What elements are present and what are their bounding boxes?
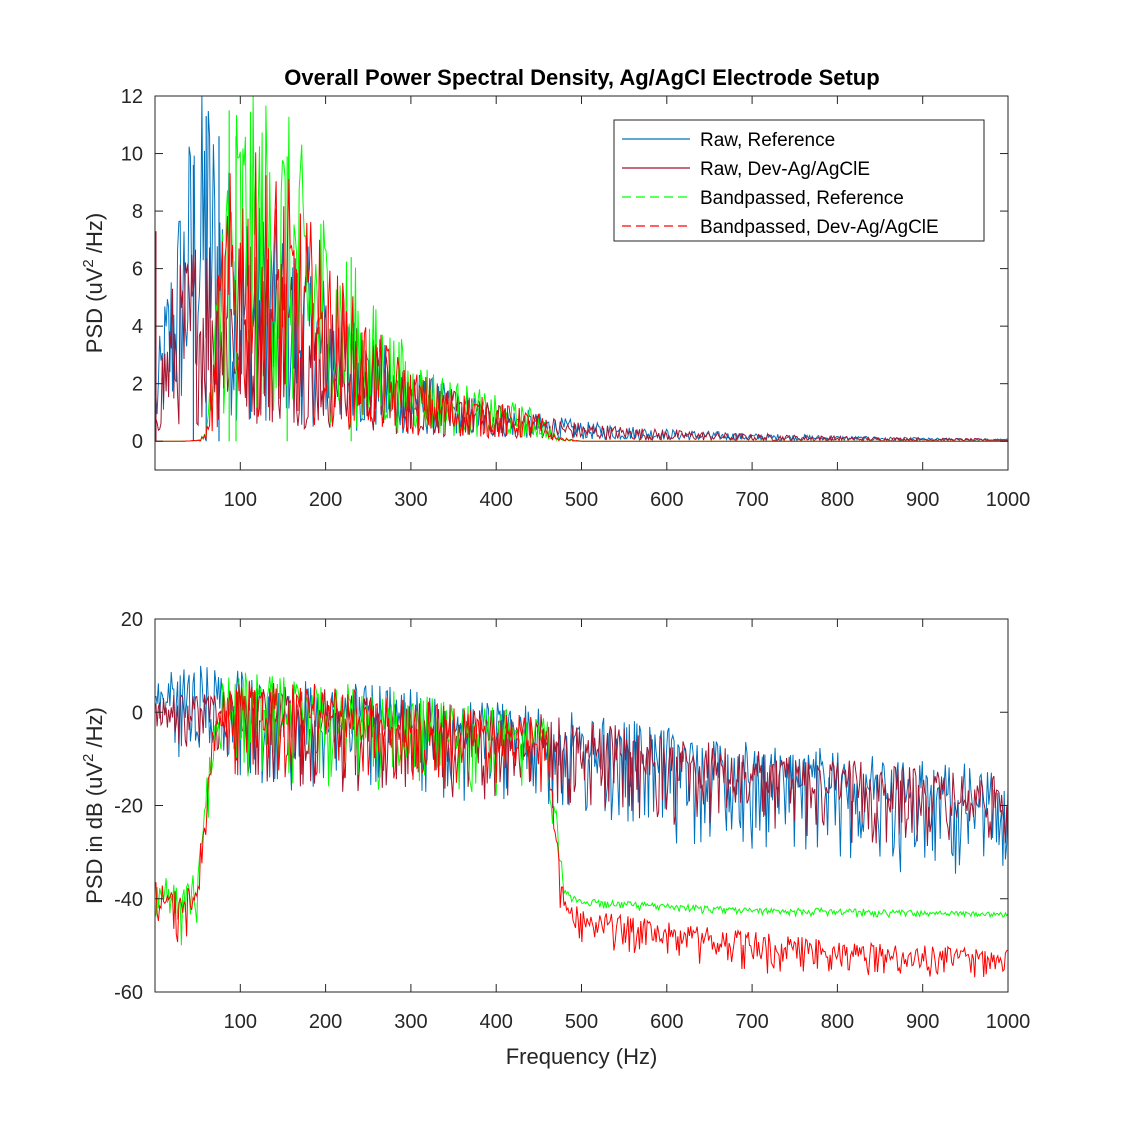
x-tick-label: 100 [224,489,257,511]
series-trace-4 [155,152,1008,442]
series-trace-2 [155,238,1009,443]
x-tick-label: 100 [224,1011,257,1033]
x-tick-label: 400 [480,1011,513,1033]
top-axes-data-traces [155,95,1009,443]
y-tick-label: 12 [121,86,143,108]
y-tick-label: -60 [114,982,143,1004]
y-tick-label: 4 [132,316,143,338]
series-trace-2 [155,686,1009,847]
top-x-axis-ticks: 100 200 300 400 500 600 700 800 900 1000 [224,96,1031,511]
y-tick-label: 0 [132,702,143,724]
x-tick-label: 700 [735,489,768,511]
y-tick-label: 0 [132,431,143,453]
bottom-x-axis-label: Frequency (Hz) [506,1044,658,1069]
x-tick-label: 1000 [986,1011,1031,1033]
y-tick-label: 2 [132,374,143,396]
bottom-axes-psd-db: 100 200 300 400 500 600 700 800 900 1000 -60-40-2… [80,609,1030,1069]
y-tick-label: -20 [114,796,143,818]
chart-title: Overall Power Spectral Density, Ag/AgCl … [284,65,879,90]
legend-entry-label: Raw, Dev-Ag/AgClE [700,159,870,180]
y-tick-label: -40 [114,889,143,911]
x-tick-label: 900 [906,489,939,511]
x-tick-label: 200 [309,1011,342,1033]
x-tick-label: 200 [309,489,342,511]
legend: Raw, Reference Raw, Dev-Ag/AgClE Bandpasse… [613,119,985,242]
x-tick-label: 800 [821,489,854,511]
y-tick-label: 8 [132,201,143,223]
x-tick-label: 400 [480,489,513,511]
top-y-axis-ticks: 0 2 4 6 8 10 12 [121,86,1008,453]
legend-box [613,119,985,242]
top-y-axis-label: PSD (uV2 /Hz) [80,213,107,353]
legend-entry-label: Bandpassed, Dev-Ag/AgClE [700,217,939,238]
x-tick-label: 600 [650,1011,683,1033]
bottom-y-axis-label: PSD in dB (uV2 /Hz) [80,707,107,904]
x-tick-label: 1000 [986,489,1031,511]
bottom-y-axis-ticks: -60 -40 -20 0 20 [114,609,1008,1004]
bottom-x-axis-ticks: 100 200 300 400 500 600 700 800 900 1000 [224,619,1031,1033]
series-trace-4 [155,680,1009,978]
x-tick-label: 700 [735,1011,768,1033]
x-tick-label: 500 [565,1011,598,1033]
x-tick-label: 600 [650,489,683,511]
x-tick-label: 300 [394,1011,427,1033]
legend-entry-label: Raw, Reference [700,130,835,151]
x-tick-label: 500 [565,489,598,511]
y-tick-label: 6 [132,259,143,281]
series-trace-3 [155,672,1009,946]
x-tick-label: 300 [394,489,427,511]
top-axes-psd-linear: 100 200 300 400 500 600 700 800 900 1000 0 2 4 6 8 10 1… [80,86,1030,511]
y-tick-label: 20 [121,609,143,631]
x-tick-label: 800 [821,1011,854,1033]
legend-entry-label: Bandpassed, Reference [700,188,904,209]
x-tick-label: 900 [906,1011,939,1033]
bottom-axes-data-traces [155,665,1009,978]
y-tick-label: 10 [121,144,143,166]
